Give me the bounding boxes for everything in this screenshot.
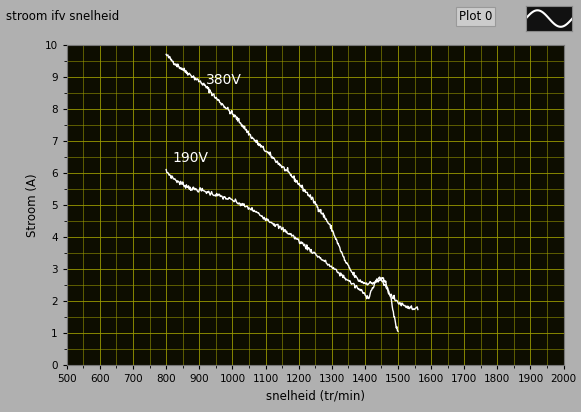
X-axis label: snelheid (tr/min): snelheid (tr/min) (266, 389, 365, 402)
Text: stroom ifv snelheid: stroom ifv snelheid (6, 10, 119, 23)
Text: 190V: 190V (173, 151, 209, 165)
Text: 380V: 380V (206, 73, 242, 87)
Text: Plot 0: Plot 0 (459, 10, 492, 23)
Y-axis label: Stroom (A): Stroom (A) (26, 173, 39, 237)
